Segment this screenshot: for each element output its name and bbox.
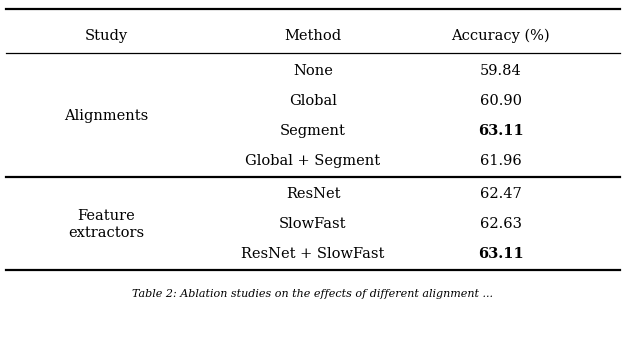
Text: Table 2: Ablation studies on the effects of different alignment ...: Table 2: Ablation studies on the effects…	[133, 289, 493, 299]
Text: 63.11: 63.11	[478, 124, 524, 138]
Text: Feature
extractors: Feature extractors	[68, 209, 145, 239]
Text: 62.47: 62.47	[480, 187, 521, 202]
Text: ResNet: ResNet	[285, 187, 341, 202]
Text: Alignments: Alignments	[64, 109, 148, 123]
Text: ResNet + SlowFast: ResNet + SlowFast	[241, 247, 385, 261]
Text: 63.11: 63.11	[478, 247, 524, 261]
Text: Accuracy (%): Accuracy (%)	[451, 29, 550, 43]
Text: Method: Method	[284, 29, 342, 43]
Text: 59.84: 59.84	[480, 64, 521, 78]
Text: 62.63: 62.63	[480, 217, 522, 232]
Text: 60.90: 60.90	[480, 94, 522, 108]
Text: SlowFast: SlowFast	[279, 217, 347, 232]
Text: Global + Segment: Global + Segment	[245, 154, 381, 168]
Text: None: None	[293, 64, 333, 78]
Text: Segment: Segment	[280, 124, 346, 138]
Text: Global: Global	[289, 94, 337, 108]
Text: 61.96: 61.96	[480, 154, 521, 168]
Text: Study: Study	[85, 29, 128, 43]
